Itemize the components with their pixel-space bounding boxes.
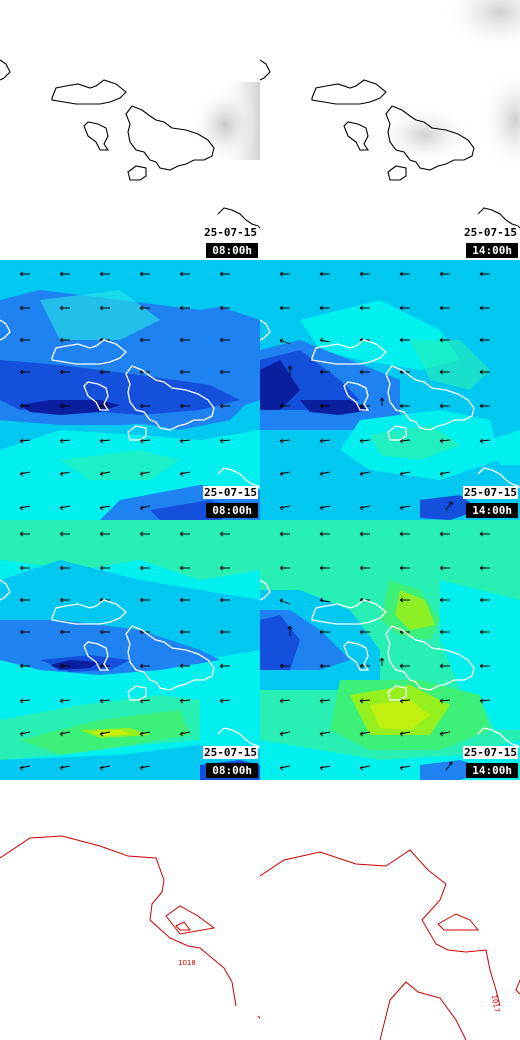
- time-label: 14:00h: [466, 503, 518, 518]
- map-canvas: [260, 520, 520, 780]
- date-label: 25-07-15: [463, 486, 518, 499]
- wind-map-1400: 25-07-15 14:00h: [260, 260, 520, 520]
- pressure-map-1400: 1017: [260, 780, 520, 1040]
- time-label: 08:00h: [206, 503, 258, 518]
- coastline: [260, 59, 520, 229]
- wind-arrows: [279, 531, 491, 771]
- coastline: [0, 579, 260, 749]
- date-label: 25-07-15: [463, 746, 518, 759]
- date-label: 25-07-15: [203, 226, 258, 239]
- map-canvas: [260, 260, 520, 520]
- map-canvas: 1018: [0, 835, 260, 1019]
- map-canvas: [0, 260, 260, 520]
- map-canvas: [0, 520, 260, 780]
- wind-arrows: [19, 271, 231, 511]
- time-label: 08:00h: [206, 763, 258, 778]
- time-label: 14:00h: [466, 243, 518, 258]
- date-label: 25-07-15: [203, 486, 258, 499]
- gust-map-1400: 25-07-15 14:00h: [260, 520, 520, 780]
- map-canvas: 1017: [260, 849, 520, 1040]
- date-label: 25-07-15: [463, 226, 518, 239]
- time-label: 08:00h: [206, 243, 258, 258]
- coastline: [0, 59, 260, 229]
- coastline: [260, 319, 520, 489]
- isobar-label: 1018: [178, 959, 196, 967]
- coastline: [0, 319, 260, 489]
- gust-map-0800: 25-07-15 08:00h: [0, 520, 260, 780]
- date-label: 25-07-15: [203, 746, 258, 759]
- time-label: 14:00h: [466, 763, 518, 778]
- wind-arrows: [279, 271, 491, 511]
- cloud-map-1400: 25-07-15 14:00h: [260, 0, 520, 260]
- isobar-label: 1017: [490, 994, 501, 1013]
- pressure-map-0800: 1018: [0, 780, 260, 1040]
- cloud-map-0800: 25-07-15 08:00h: [0, 0, 260, 260]
- isobars: [260, 849, 520, 1040]
- wind-map-0800: 25-07-15 08:00h: [0, 260, 260, 520]
- map-canvas: [0, 59, 260, 229]
- map-canvas: [260, 0, 520, 229]
- isobars: [0, 835, 260, 1019]
- wind-arrows: [19, 531, 231, 771]
- coastline: [260, 579, 520, 749]
